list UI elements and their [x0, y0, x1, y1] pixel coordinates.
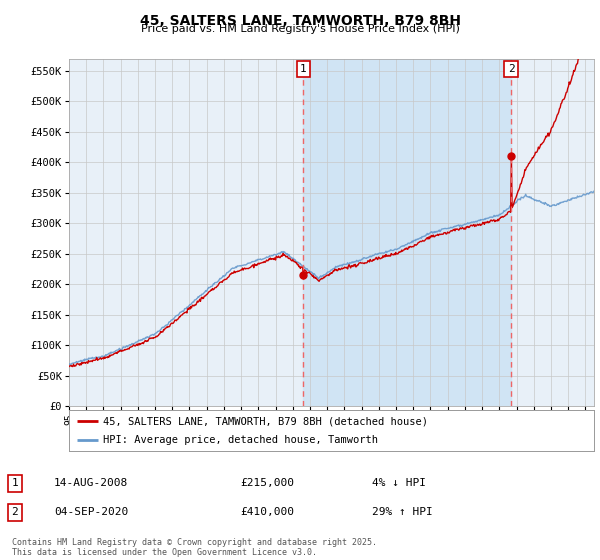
Text: Contains HM Land Registry data © Crown copyright and database right 2025.
This d: Contains HM Land Registry data © Crown c…: [12, 538, 377, 557]
Text: £215,000: £215,000: [240, 478, 294, 488]
Text: 04-SEP-2020: 04-SEP-2020: [54, 507, 128, 517]
Text: 14-AUG-2008: 14-AUG-2008: [54, 478, 128, 488]
Text: £410,000: £410,000: [240, 507, 294, 517]
Bar: [304, 59, 511, 406]
Text: 1: 1: [300, 64, 307, 74]
Text: 4% ↓ HPI: 4% ↓ HPI: [372, 478, 426, 488]
Text: 45, SALTERS LANE, TAMWORTH, B79 8BH (detached house): 45, SALTERS LANE, TAMWORTH, B79 8BH (det…: [103, 417, 428, 426]
Text: Price paid vs. HM Land Registry's House Price Index (HPI): Price paid vs. HM Land Registry's House …: [140, 24, 460, 34]
Text: HPI: Average price, detached house, Tamworth: HPI: Average price, detached house, Tamw…: [103, 435, 378, 445]
Text: 2: 2: [508, 64, 514, 74]
Text: 45, SALTERS LANE, TAMWORTH, B79 8BH: 45, SALTERS LANE, TAMWORTH, B79 8BH: [139, 14, 461, 28]
Text: 2: 2: [11, 507, 19, 517]
Text: 29% ↑ HPI: 29% ↑ HPI: [372, 507, 433, 517]
Text: 1: 1: [11, 478, 19, 488]
